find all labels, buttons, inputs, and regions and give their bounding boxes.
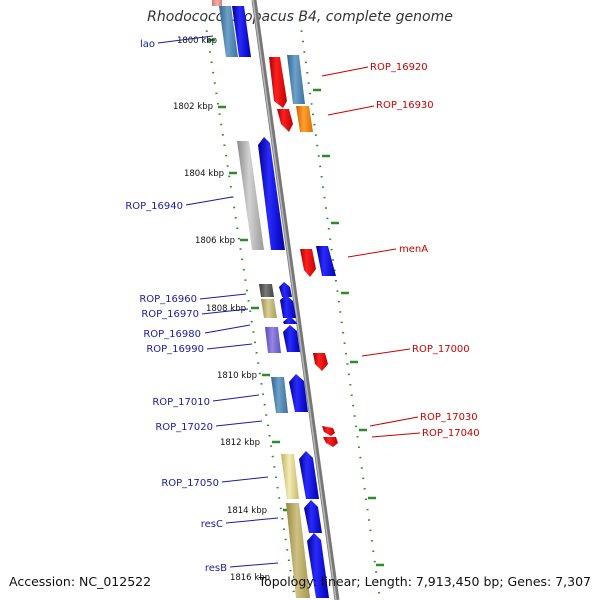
leader-line <box>321 66 369 77</box>
leader-line <box>225 517 279 524</box>
gene-label: menA <box>399 244 428 255</box>
leader-line <box>221 476 269 483</box>
gene-label: ROP_16960 <box>139 294 197 305</box>
scale-label: 1800 kbp <box>177 36 217 46</box>
gene-label: ROP_17010 <box>152 397 210 408</box>
reverse-gene-labels: ROP_16920 ROP_16930 menA ROP_17000 ROP_1… <box>370 62 480 439</box>
forward-genes <box>232 6 329 598</box>
forward-gene <box>279 282 292 297</box>
reverse-genes <box>269 55 338 447</box>
function-bar <box>265 327 281 353</box>
leader-line <box>199 293 247 300</box>
reverse-gene <box>300 249 316 277</box>
forward-gene-labels: lao ROP_16940 ROP_16960 ROP_16970 ROP_16… <box>125 39 227 574</box>
gene-label: ROP_17050 <box>161 478 219 489</box>
backbone <box>251 0 340 600</box>
backbone-line <box>251 0 340 600</box>
leader-line <box>361 348 411 357</box>
function-bar <box>259 284 274 297</box>
forward-gene <box>289 374 308 412</box>
function-bar <box>281 454 299 499</box>
gene-label: lao <box>140 39 155 50</box>
function-bar <box>212 0 222 6</box>
function-bar <box>286 503 310 598</box>
gene-label: ROP_16970 <box>141 309 199 320</box>
scale-label: 1816 kbp <box>230 573 270 583</box>
forward-gene <box>283 316 297 324</box>
reverse-gene <box>269 57 287 108</box>
accession-text: Accession: NC_012522 <box>9 574 152 589</box>
gene-label: ROP_17020 <box>155 422 213 433</box>
scale-label: 1804 kbp <box>184 169 224 179</box>
function-bar <box>271 377 288 413</box>
gene-label: ROP_17030 <box>420 412 478 423</box>
backbone-highlight <box>252 0 337 600</box>
scale-label: 1802 kbp <box>173 102 213 112</box>
gene-label: ROP_16980 <box>143 329 201 340</box>
leader-line <box>157 35 214 44</box>
scale-label: 1810 kbp <box>217 371 257 381</box>
leader-line <box>229 562 279 568</box>
gene-label: ROP_16940 <box>125 201 183 212</box>
forward-gene <box>283 325 300 352</box>
forward-leaders <box>157 35 279 568</box>
leader-line <box>369 416 419 427</box>
leader-line <box>347 248 397 258</box>
scale-label: 1808 kbp <box>206 304 246 314</box>
reverse-gene <box>287 55 305 104</box>
function-bar <box>261 299 277 318</box>
genome-summary-text: Topology: linear; Length: 7,913,450 bp; … <box>258 574 591 589</box>
leader-line <box>212 394 260 402</box>
gene-label: ROP_17000 <box>412 344 470 355</box>
function-track <box>212 0 310 598</box>
forward-gene <box>232 6 251 57</box>
gene-label: resB <box>205 563 227 574</box>
forward-gene <box>299 451 319 499</box>
forward-gene <box>316 246 336 276</box>
reverse-gene <box>277 109 293 132</box>
forward-gene <box>258 137 285 250</box>
leader-line <box>201 308 249 315</box>
leader-line <box>215 420 263 427</box>
gene-label: ROP_16990 <box>146 344 204 355</box>
forward-gene <box>307 533 329 598</box>
reverse-gene <box>313 353 328 371</box>
forward-gene <box>304 500 322 533</box>
scale-labels: 1800 kbp 1802 kbp 1804 kbp 1806 kbp 1808… <box>173 36 270 583</box>
gene-label: ROP_16920 <box>370 62 428 73</box>
function-bar <box>237 141 264 250</box>
reverse-gene <box>296 106 313 132</box>
leader-line <box>204 324 251 334</box>
reverse-leaders <box>321 66 421 438</box>
forward-gene <box>280 295 296 318</box>
scale-label: 1806 kbp <box>195 236 235 246</box>
gene-label: ROP_17040 <box>422 428 480 439</box>
reverse-gene <box>323 437 338 447</box>
gene-label: ROP_16930 <box>376 100 434 111</box>
reverse-gene <box>322 426 335 436</box>
leader-line <box>206 343 253 350</box>
gene-label: resC <box>201 519 223 530</box>
leader-line <box>185 196 233 206</box>
leader-line <box>327 105 375 116</box>
function-bar <box>219 6 238 57</box>
scale-label: 1812 kbp <box>220 438 260 448</box>
leader-line <box>371 432 421 438</box>
scale-label: 1814 kbp <box>227 506 267 516</box>
